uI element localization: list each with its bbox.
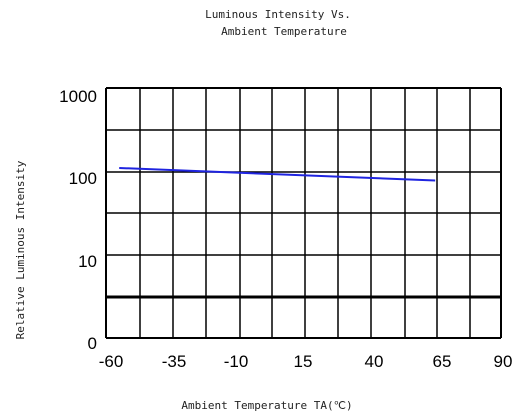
series-line	[119, 167, 436, 182]
x-tick-label: 40	[365, 352, 384, 371]
x-tick-label: -35	[162, 352, 187, 371]
x-tick-labels: -60 -35 -10 15 40 65 90	[99, 352, 513, 371]
y-axis-label: Relative Luminous Intensity	[14, 160, 27, 339]
y-tick-label: 10	[78, 252, 97, 271]
x-tick-label: -10	[224, 352, 249, 371]
chart-title-line-1: Luminous Intensity Vs.	[205, 8, 351, 21]
grid	[105, 87, 502, 339]
x-axis-label: Ambient Temperature TA(℃)	[181, 399, 352, 412]
y-tick-label: 1000	[59, 87, 97, 106]
series-layer	[119, 167, 436, 182]
x-tick-label: 90	[494, 352, 513, 371]
y-tick-label: 100	[69, 169, 97, 188]
x-tick-label: -60	[99, 352, 124, 371]
x-tick-label: 65	[433, 352, 452, 371]
x-tick-label: 15	[294, 352, 313, 371]
chart-title-line-2: Ambient Temperature	[221, 25, 347, 38]
y-tick-label: 0	[88, 334, 97, 353]
